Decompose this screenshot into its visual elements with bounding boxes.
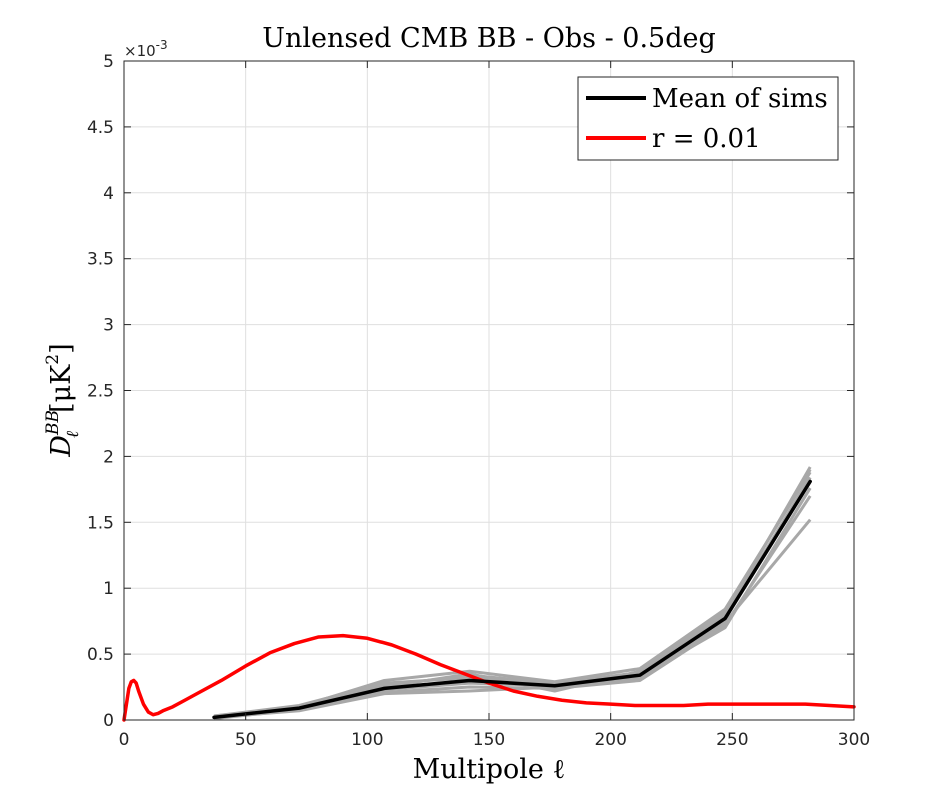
y-tick-label: 3.5 xyxy=(87,250,114,270)
x-tick-label: 300 xyxy=(838,730,870,750)
y-tick-label: 3 xyxy=(103,316,114,336)
y-label-sub: ℓ xyxy=(63,431,83,438)
legend-box xyxy=(577,76,839,161)
legend-label-mean: Mean of sims xyxy=(652,84,828,114)
y-axis-label: DBBℓ [μK2] xyxy=(43,343,83,457)
x-tick-label: 150 xyxy=(473,730,505,750)
x-tick-label: 50 xyxy=(235,730,257,750)
legend: Mean of sims r = 0.01 xyxy=(577,76,839,161)
y-tick-label: 2 xyxy=(103,447,114,467)
svg-text:DBBℓ[μK2]: DBBℓ [μK2] xyxy=(43,343,83,457)
y-label-close: ] xyxy=(46,343,77,354)
series-line-r-0-01 xyxy=(122,633,856,722)
y-exponent-base: ×10 xyxy=(124,42,156,60)
y-tick-label: 0 xyxy=(103,711,114,731)
y-tick-label: 4.5 xyxy=(87,118,114,138)
y-tick-label: 5 xyxy=(103,52,114,72)
chart-title: Unlensed CMB BB - Obs - 0.5deg xyxy=(262,23,716,54)
y-tick-label: 4 xyxy=(103,184,114,204)
x-axis-label: Multipole ℓ xyxy=(413,754,566,785)
y-tick-label: 2.5 xyxy=(87,382,114,402)
x-tick-label: 0 xyxy=(119,730,130,750)
x-tick-label: 100 xyxy=(351,730,383,750)
series-lines xyxy=(122,479,856,722)
x-tick-label: 200 xyxy=(594,730,626,750)
y-exponent-power: -3 xyxy=(156,38,168,52)
series-line-mean-of-sims xyxy=(212,479,812,720)
y-tick-label: 0.5 xyxy=(87,645,114,665)
legend-label-r: r = 0.01 xyxy=(652,124,761,154)
axis-ticks: 0 50 100 150 200 250 300 0 0.5 1 1.5 2 2.5 3 3.5 4 4.5 5 xyxy=(87,52,870,750)
y-exponent-label: ×10-3 xyxy=(124,38,168,60)
y-tick-label: 1 xyxy=(103,579,114,599)
y-label-base: D xyxy=(46,435,77,458)
y-label-sup: BB xyxy=(43,410,63,436)
y-tick-label: 1.5 xyxy=(87,513,114,533)
y-label-unit-sup: 2 xyxy=(43,354,63,365)
y-label-unit: [μK xyxy=(46,364,77,413)
x-tick-label: 250 xyxy=(716,730,748,750)
